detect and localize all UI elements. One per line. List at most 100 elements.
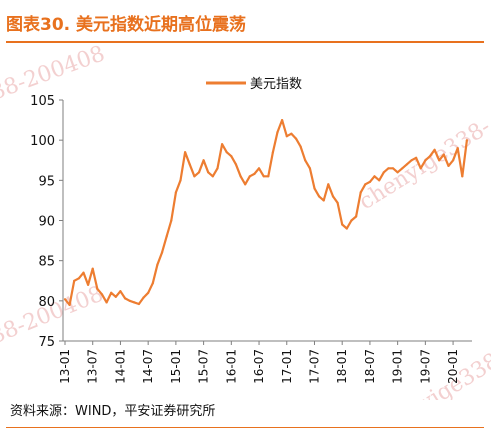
data-point [100,293,104,296]
data-point [239,175,242,178]
x-tick-label: 17-01 [280,349,294,384]
data-point [211,175,214,178]
y-tick-label: 75 [38,335,55,350]
y-tick-label: 95 [38,174,55,189]
data-point [267,175,270,178]
data-point [248,175,251,178]
data-point [456,147,459,150]
data-point [410,159,413,162]
data-point [428,155,432,158]
chart-series [63,119,468,306]
y-tick-label: 90 [38,215,55,230]
data-point [465,139,468,142]
data-point [110,291,113,294]
data-point [461,175,464,178]
data-point [438,159,441,162]
x-tick-label: 20-01 [446,349,460,384]
legend-label: 美元指数 [250,77,302,92]
data-point [179,179,182,182]
data-point [174,191,177,194]
data-point [433,148,436,151]
data-point [87,283,90,286]
data-point [331,195,335,198]
data-point [77,277,80,280]
data-point [253,172,256,175]
x-tick-label: 16-01 [224,349,238,384]
data-point [336,201,339,204]
data-point [170,219,173,222]
data-point [105,301,108,304]
watermark-layer: 38-200408 chenyige338- 38-200408 chenyig… [0,41,491,400]
data-point [327,183,330,186]
x-tick-label: 17-07 [307,349,321,384]
data-point [63,298,67,301]
data-point [184,151,187,154]
data-point [216,167,219,170]
data-point [387,167,390,170]
x-tick-label: 19-07 [418,349,432,384]
x-tick-label: 18-07 [363,349,377,384]
data-point [341,223,344,226]
data-point [165,235,168,238]
data-point [447,164,450,167]
data-point [313,187,316,190]
x-tick-label: 18-01 [335,349,349,384]
data-point [452,159,455,162]
x-tick-label: 15-07 [197,349,211,384]
data-point [368,180,371,183]
data-point [96,287,99,290]
data-point [350,219,353,222]
data-point [128,299,131,302]
data-point [308,167,311,170]
data-point [160,251,164,254]
data-point [401,167,404,170]
data-point [442,153,445,156]
y-tick-label: 80 [38,295,55,310]
chart-svg: 38-200408 chenyige338- 38-200408 chenyig… [0,41,491,400]
data-point [202,159,205,162]
data-point [364,183,367,186]
data-point [318,195,321,198]
data-point [424,159,427,162]
data-point [225,151,228,154]
data-point [91,267,94,270]
data-point [124,297,127,300]
chart-legend: 美元指数 [206,77,302,92]
data-point [391,167,395,170]
data-point [262,175,265,178]
data-point [271,151,274,154]
data-point [147,291,150,294]
data-point [405,163,408,166]
data-point [151,282,154,285]
data-point [419,167,422,170]
data-point [221,143,224,146]
x-tick-label: 13-07 [86,349,100,384]
data-point [188,163,191,166]
data-point [299,145,302,148]
x-tick-label: 15-01 [169,349,183,384]
data-point [294,137,298,140]
data-point [244,183,247,186]
data-point [68,303,71,306]
data-point [382,171,385,174]
data-point [396,171,399,174]
data-point [142,296,145,299]
chart-axes [62,100,472,342]
data-point [415,156,418,159]
data-point [193,175,196,178]
data-point [359,191,362,194]
data-point [119,290,122,293]
data-point [156,263,159,266]
data-point [257,167,261,170]
data-point [82,271,85,274]
data-point [234,163,237,166]
y-tick-label: 100 [30,134,55,149]
x-tick-label: 14-07 [141,349,155,384]
x-tick-label: 16-07 [252,349,266,384]
data-point [373,175,376,178]
data-point [197,171,201,174]
title-divider [6,41,484,43]
y-tick-label: 105 [30,94,55,109]
series-line-0 [64,119,468,306]
data-point [230,155,233,158]
